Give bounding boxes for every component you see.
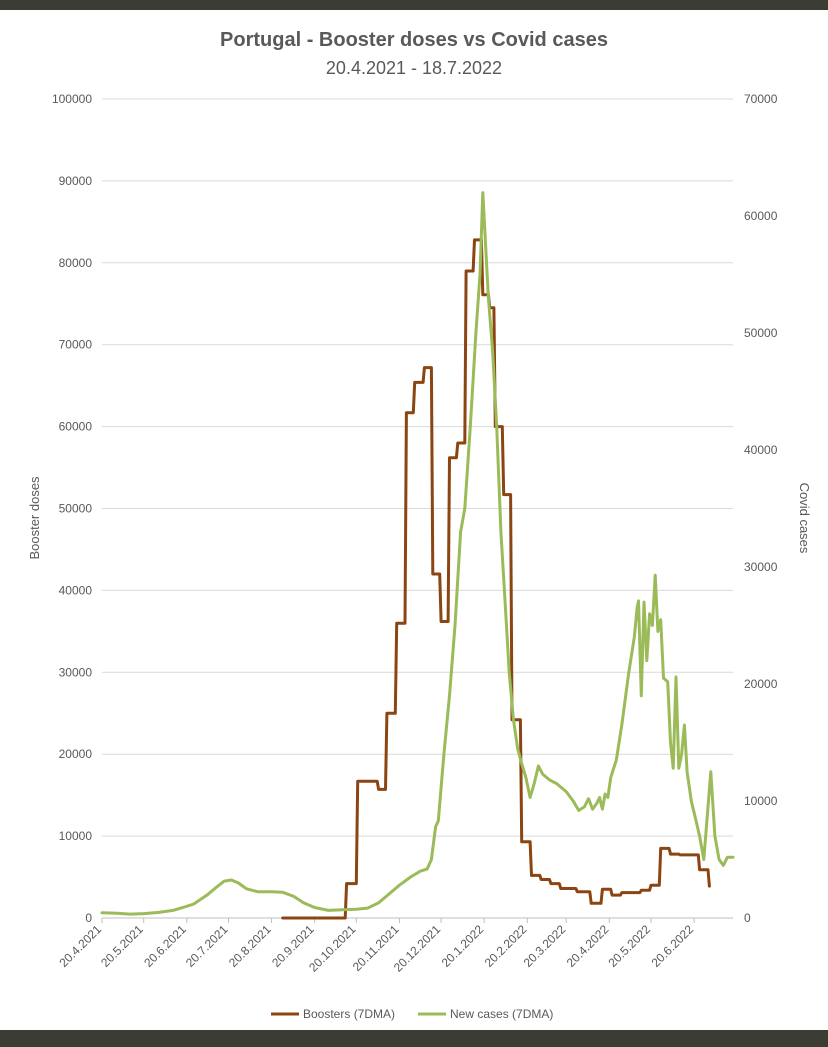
series-line-new-cases: [100, 191, 735, 916]
left-tick-label: 0: [85, 911, 92, 925]
x-tick-label: 20.8.2021: [226, 922, 274, 970]
legend[interactable]: Boosters (7DMA) New cases (7DMA): [271, 1007, 553, 1021]
right-tick-label: 30000: [744, 560, 778, 574]
left-tick-label: 90000: [59, 174, 93, 188]
chart-subtitle: 20.4.2021 - 18.7.2022: [326, 58, 502, 78]
right-tick-label: 40000: [744, 443, 778, 457]
x-tick-label: 20.3.2022: [521, 922, 569, 970]
x-tick-label: 20.4.2022: [564, 922, 612, 970]
chart-svg: Portugal - Booster doses vs Covid cases …: [27, 29, 812, 1021]
left-tick-label: 80000: [59, 256, 93, 270]
right-axis-ticks: 0 10000 20000 30000 40000 50000 60000 70000: [744, 92, 778, 925]
right-tick-label: 50000: [744, 326, 778, 340]
x-tick-label: 20.4.2021: [56, 922, 104, 970]
right-axis-title: Covid cases: [797, 483, 812, 554]
x-tick-label: 20.5.2021: [98, 922, 146, 970]
left-tick-label: 20000: [59, 747, 93, 761]
legend-item-new-cases[interactable]: New cases (7DMA): [418, 1007, 553, 1021]
x-axis-ticks: 20.4.202120.5.202120.6.202120.7.202120.8…: [56, 918, 696, 975]
left-tick-label: 40000: [59, 583, 93, 597]
series-group: [100, 191, 735, 920]
chart-title: Portugal - Booster doses vs Covid cases: [220, 29, 608, 51]
x-tick-label: 20.1.2022: [439, 922, 487, 970]
gridlines: [102, 98, 733, 837]
left-tick-label: 50000: [59, 502, 93, 516]
left-tick-label: 30000: [59, 665, 93, 679]
left-tick-label: 100000: [52, 92, 92, 106]
legend-item-boosters[interactable]: Boosters (7DMA): [271, 1007, 395, 1021]
left-tick-label: 60000: [59, 420, 93, 434]
right-tick-label: 70000: [744, 92, 778, 106]
right-tick-label: 10000: [744, 794, 778, 808]
right-tick-label: 20000: [744, 677, 778, 691]
x-tick-label: 20.6.2022: [649, 922, 697, 970]
chart-frame: Portugal - Booster doses vs Covid cases …: [0, 10, 828, 1030]
left-axis-ticks: 0 10000 20000 30000 40000 50000 60000 70000 8000…: [52, 92, 92, 925]
legend-label: New cases (7DMA): [450, 1007, 553, 1021]
series-line-boosters: [281, 238, 711, 920]
right-tick-label: 60000: [744, 209, 778, 223]
x-tick-label: 20.5.2022: [605, 922, 653, 970]
x-tick-label: 20.6.2021: [141, 922, 189, 970]
x-tick-label: 20.7.2021: [183, 922, 231, 970]
legend-label: Boosters (7DMA): [303, 1007, 395, 1021]
left-tick-label: 10000: [59, 829, 93, 843]
left-axis-title: Booster doses: [27, 476, 42, 560]
left-tick-label: 70000: [59, 338, 93, 352]
right-tick-label: 0: [744, 911, 751, 925]
